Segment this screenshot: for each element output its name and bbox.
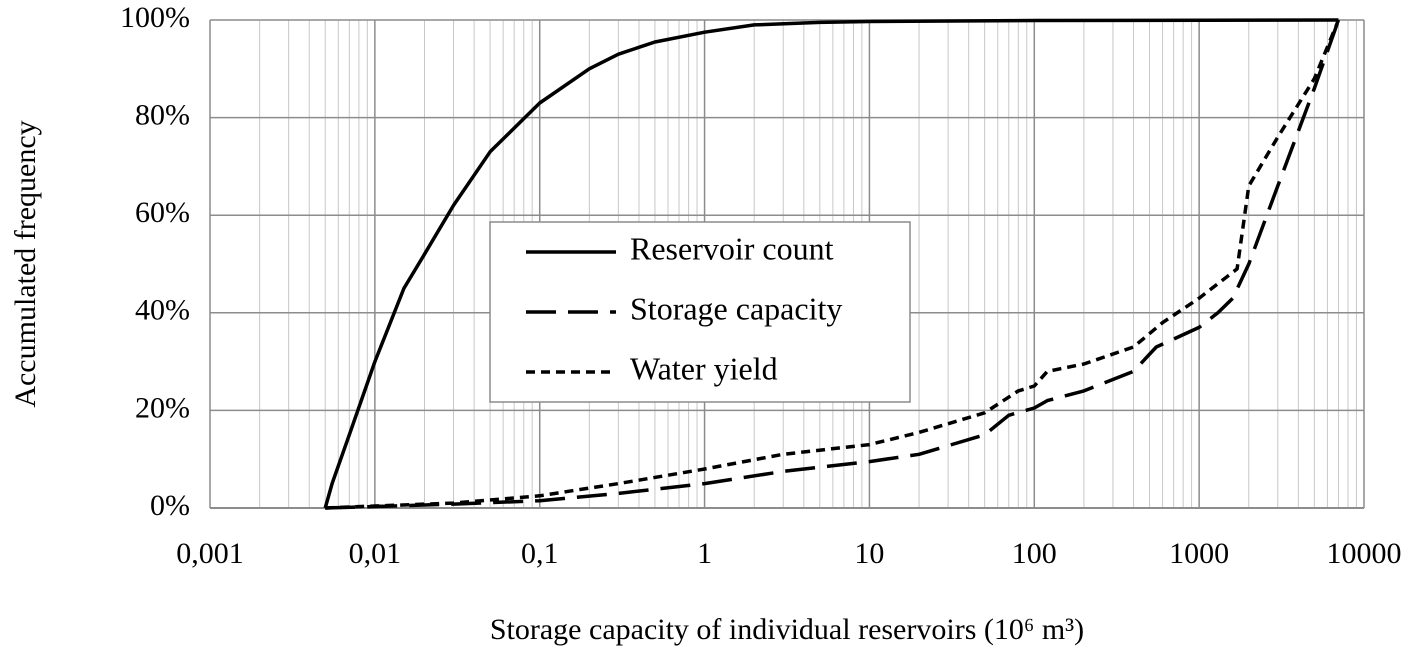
line-series <box>325 19 1341 510</box>
x-axis-label: Storage capacity of individual reservoir… <box>490 613 1084 646</box>
x-tick-label: 10000 <box>1327 537 1402 570</box>
y-tick-label: 60% <box>135 196 190 229</box>
y-tick-label: 40% <box>135 294 190 327</box>
x-tick-label: 10 <box>854 537 884 570</box>
y-axis-label: Accumulated frequency <box>9 120 42 407</box>
y-tick-label: 100% <box>120 1 190 34</box>
line-series <box>323 18 1339 509</box>
x-tick-label: 0,01 <box>349 537 402 570</box>
y-tick-label: 0% <box>150 489 190 522</box>
x-tick-label: 100 <box>1012 537 1057 570</box>
legend-label: Water yield <box>630 350 778 386</box>
legend-label: Storage capacity <box>630 290 842 326</box>
x-tick-label: 1 <box>697 537 712 570</box>
x-tick-label: 0,1 <box>521 537 559 570</box>
legend-label: Reservoir count <box>630 230 834 266</box>
y-tick-label: 80% <box>135 98 190 131</box>
x-tick-label: 0,001 <box>176 537 244 570</box>
x-tick-label: 1000 <box>1169 537 1229 570</box>
line-series <box>325 19 1341 510</box>
y-tick-label: 20% <box>135 391 190 424</box>
